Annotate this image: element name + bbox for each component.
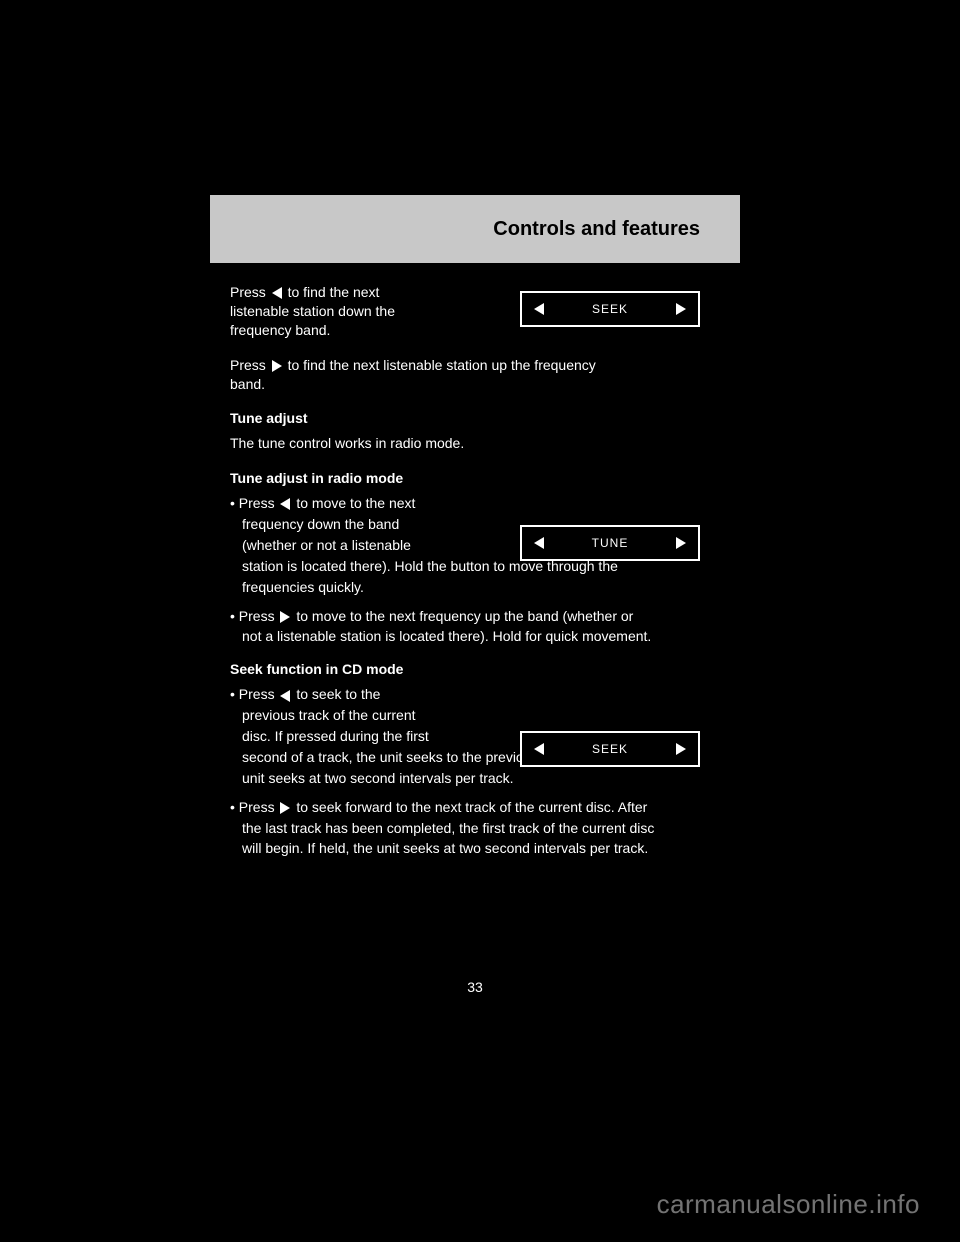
triangle-left-icon [280, 498, 290, 510]
text-line: frequencies quickly. [210, 578, 740, 597]
text: • Press [230, 799, 275, 815]
text: frequency band. [230, 322, 330, 338]
bullet-item: • Press to move to the next frequency up… [210, 607, 740, 626]
seek-label: SEEK [592, 301, 628, 317]
text: Press [230, 284, 266, 300]
text: band. [230, 376, 265, 392]
triangle-right-icon [676, 303, 686, 315]
section-subtitle: Tune adjust in radio mode [210, 469, 740, 488]
triangle-right-icon [280, 802, 290, 814]
text-line: the last track has been completed, the f… [210, 819, 740, 838]
text: to seek forward to the next track of the… [296, 799, 647, 815]
header-bar: Controls and features [210, 195, 740, 263]
seek-button-graphic-1: SEEK [520, 291, 700, 327]
text-line: disc. If pressed during the first [210, 727, 470, 746]
text: to seek to the [296, 686, 380, 702]
text: • Press [230, 495, 275, 511]
text: • Press [230, 608, 275, 624]
text-line: will begin. If held, the unit seeks at t… [210, 839, 740, 858]
header-title: Controls and features [493, 218, 700, 241]
manual-page: Controls and features SEEK Press to find… [210, 195, 740, 997]
text-line: not a listenable station is located ther… [210, 627, 740, 646]
text: to move to the next [296, 495, 415, 511]
text: Press [230, 357, 266, 373]
paragraph: Press to find the next listenable statio… [210, 283, 470, 340]
text-line: previous track of the current [210, 706, 470, 725]
page-number: 33 [210, 978, 740, 997]
text: • Press [230, 686, 275, 702]
tune-label: TUNE [592, 535, 629, 551]
seek-button-graphic-2: SEEK [520, 731, 700, 767]
seek-label: SEEK [592, 741, 628, 757]
text: to move to the next frequency up the ban… [296, 608, 633, 624]
triangle-right-icon [676, 537, 686, 549]
triangle-right-icon [272, 360, 282, 372]
watermark: carmanualsonline.info [657, 1189, 920, 1220]
paragraph: The tune control works in radio mode. [210, 434, 740, 453]
triangle-left-icon [272, 287, 282, 299]
content-area: SEEK Press to find the next listenable s… [210, 263, 740, 997]
text-line: frequency down the band [210, 515, 470, 534]
tune-button-graphic: TUNE [520, 525, 700, 561]
text: to find the next [288, 284, 380, 300]
bullet-item: • Press to move to the next [210, 494, 470, 513]
triangle-right-icon [280, 611, 290, 623]
paragraph: Press to find the next listenable statio… [210, 356, 740, 394]
triangle-left-icon [280, 690, 290, 702]
text-line: unit seeks at two second intervals per t… [210, 769, 740, 788]
text: listenable station down the [230, 303, 395, 319]
text: to find the next listenable station up t… [288, 357, 596, 373]
triangle-left-icon [534, 743, 544, 755]
text-line: (whether or not a listenable [210, 536, 470, 555]
triangle-left-icon [534, 537, 544, 549]
section-title: Seek function in CD mode [210, 660, 740, 679]
bullet-item: • Press to seek forward to the next trac… [210, 798, 740, 817]
section-title: Tune adjust [210, 409, 740, 428]
triangle-left-icon [534, 303, 544, 315]
bullet-item: • Press to seek to the [210, 685, 470, 704]
triangle-right-icon [676, 743, 686, 755]
